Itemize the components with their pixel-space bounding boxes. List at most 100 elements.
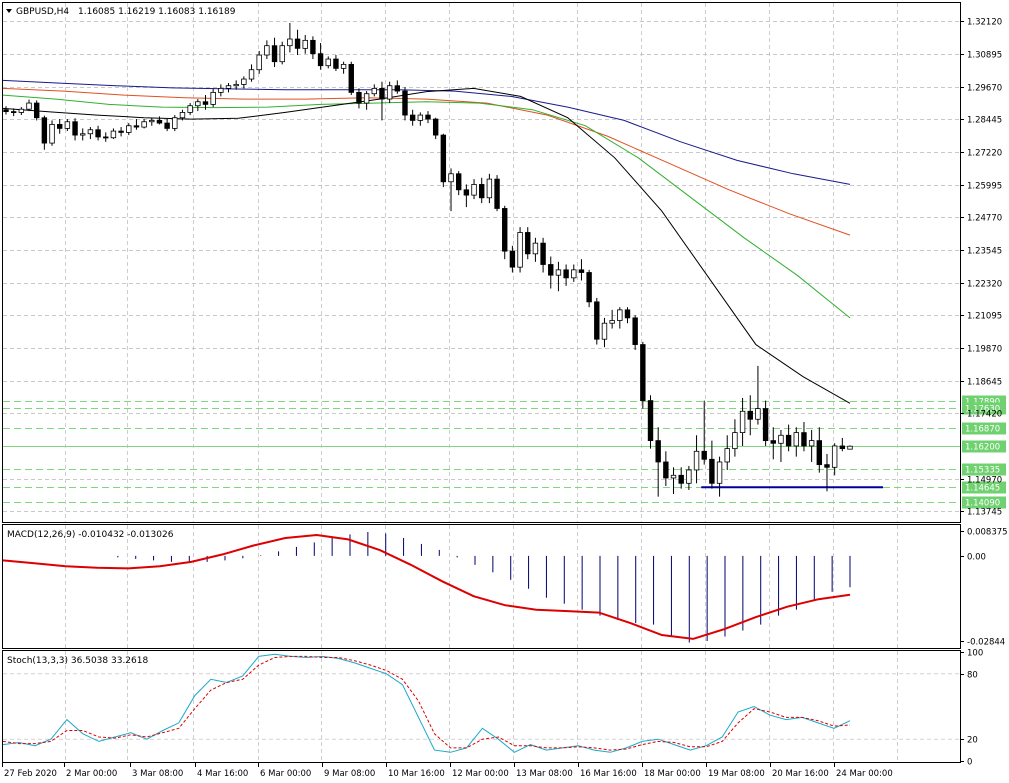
candle-body	[762, 408, 769, 442]
level-label-bg	[962, 402, 1006, 415]
candle-body	[716, 461, 723, 484]
price-tick-label: 1.14970	[967, 476, 1002, 486]
candle-body	[632, 317, 638, 345]
time-tick-label: 9 Mar 08:00	[324, 769, 375, 779]
candle-body	[709, 458, 715, 484]
stoch-signal-line	[2, 655, 851, 751]
candle-body	[455, 173, 462, 191]
candle-body	[10, 111, 17, 114]
candle-body	[210, 91, 216, 105]
candle-body	[755, 408, 761, 420]
candle-body	[494, 178, 500, 209]
candle-body	[701, 450, 707, 460]
price-panel-frame	[2, 2, 961, 523]
candle-body	[732, 432, 738, 450]
candles	[3, 23, 853, 497]
ma-black-line	[2, 87, 851, 404]
price-axis: 1.32120 1.30895 1.29670 1.28445 1.27220 1.259…	[960, 18, 1002, 518]
candle-body	[325, 58, 331, 67]
time-tick-label: 3 Mar 08:00	[132, 769, 183, 779]
time-tick-label: 6 Mar 00:00	[260, 769, 311, 779]
candle-body	[609, 320, 615, 324]
candle-body	[678, 474, 684, 484]
candle-body	[164, 122, 170, 129]
ma-blue-line	[2, 79, 851, 185]
candle-body	[248, 69, 255, 80]
candle-body	[95, 129, 101, 138]
candle-body	[693, 450, 700, 471]
candle-body	[379, 87, 385, 100]
candle-body	[202, 101, 209, 105]
level-label-bg	[962, 481, 1006, 494]
candle-body	[156, 120, 163, 124]
candle-body	[187, 105, 193, 113]
price-tick-label: 1.19870	[967, 345, 1002, 355]
macd-header: MACD(12,26,9) -0.010432 -0.013026	[7, 530, 174, 540]
candle-body	[594, 301, 600, 340]
ma-red-line	[2, 87, 851, 236]
time-tick-label: 2 Mar 00:00	[66, 769, 117, 779]
candle-body	[18, 108, 25, 113]
stoch-tick-label: 100	[967, 649, 983, 659]
menu-triangle-icon[interactable]	[6, 9, 12, 13]
candle-body	[747, 410, 753, 420]
candle-body	[479, 184, 485, 199]
candle-body	[624, 309, 631, 319]
level-label: 1.17630	[965, 405, 1000, 415]
price-tick-label: 1.23545	[967, 247, 1002, 257]
stoch-indicator: 100 80 20 0	[2, 649, 983, 768]
candle-body	[49, 124, 55, 144]
price-tick-label: 1.30895	[967, 51, 1002, 61]
candle-body	[816, 440, 823, 466]
level-label: 1.14090	[965, 499, 1000, 509]
candle-body	[778, 434, 784, 444]
candle-body	[271, 45, 278, 63]
candle-body	[80, 133, 86, 136]
price-tick-label: 1.27220	[967, 149, 1002, 159]
ohlc-values: 1.16085 1.16219 1.16083 1.16189	[78, 7, 236, 17]
price-tick-label: 1.21095	[967, 312, 1002, 322]
candle-body	[655, 440, 661, 463]
candle-body	[647, 400, 654, 442]
moving-averages	[2, 79, 851, 404]
candle-body	[808, 440, 815, 447]
candle-body	[432, 118, 439, 136]
candle-body	[417, 114, 424, 121]
candle-body	[394, 85, 401, 92]
candle-body	[525, 232, 531, 255]
candle-body	[348, 63, 354, 93]
level-label: 1.16870	[965, 425, 1000, 435]
candle-body	[371, 87, 377, 95]
candle-body	[41, 117, 48, 144]
time-tick-label: 13 Mar 08:00	[516, 769, 573, 779]
candle-body	[218, 87, 224, 93]
candle-body	[87, 129, 94, 135]
candle-body	[279, 45, 285, 63]
price-tick-label: 1.17420	[967, 410, 1002, 420]
time-tick-label: 24 Mar 00:00	[836, 769, 893, 779]
candle-body	[663, 461, 669, 479]
macd-panel-frame	[2, 524, 961, 649]
candle-body	[225, 85, 232, 89]
candle-body	[586, 272, 592, 303]
level-label-bg	[962, 440, 1006, 453]
candle-body	[831, 445, 838, 468]
ma-green-line	[2, 94, 851, 319]
level-label: 1.16200	[965, 443, 1000, 453]
candle-body	[333, 58, 339, 69]
candle-body	[517, 232, 523, 268]
macd-indicator: 0.008375 0.00 -0.02844	[2, 528, 1008, 648]
candle-body	[686, 469, 692, 484]
candle-body	[402, 90, 408, 116]
level-label: 1.15335	[965, 466, 1000, 476]
candle-body	[195, 101, 201, 107]
time-axis: 27 Feb 2020 2 Mar 00:00 3 Mar 08:00 4 Mar 1…	[2, 763, 893, 779]
candle-body	[409, 114, 416, 121]
candle-body	[110, 130, 117, 139]
candle-body	[801, 432, 807, 447]
candle-body	[670, 474, 677, 479]
candle-body	[287, 38, 293, 47]
time-tick-label: 19 Mar 08:00	[708, 769, 765, 779]
candle-body	[601, 322, 608, 340]
